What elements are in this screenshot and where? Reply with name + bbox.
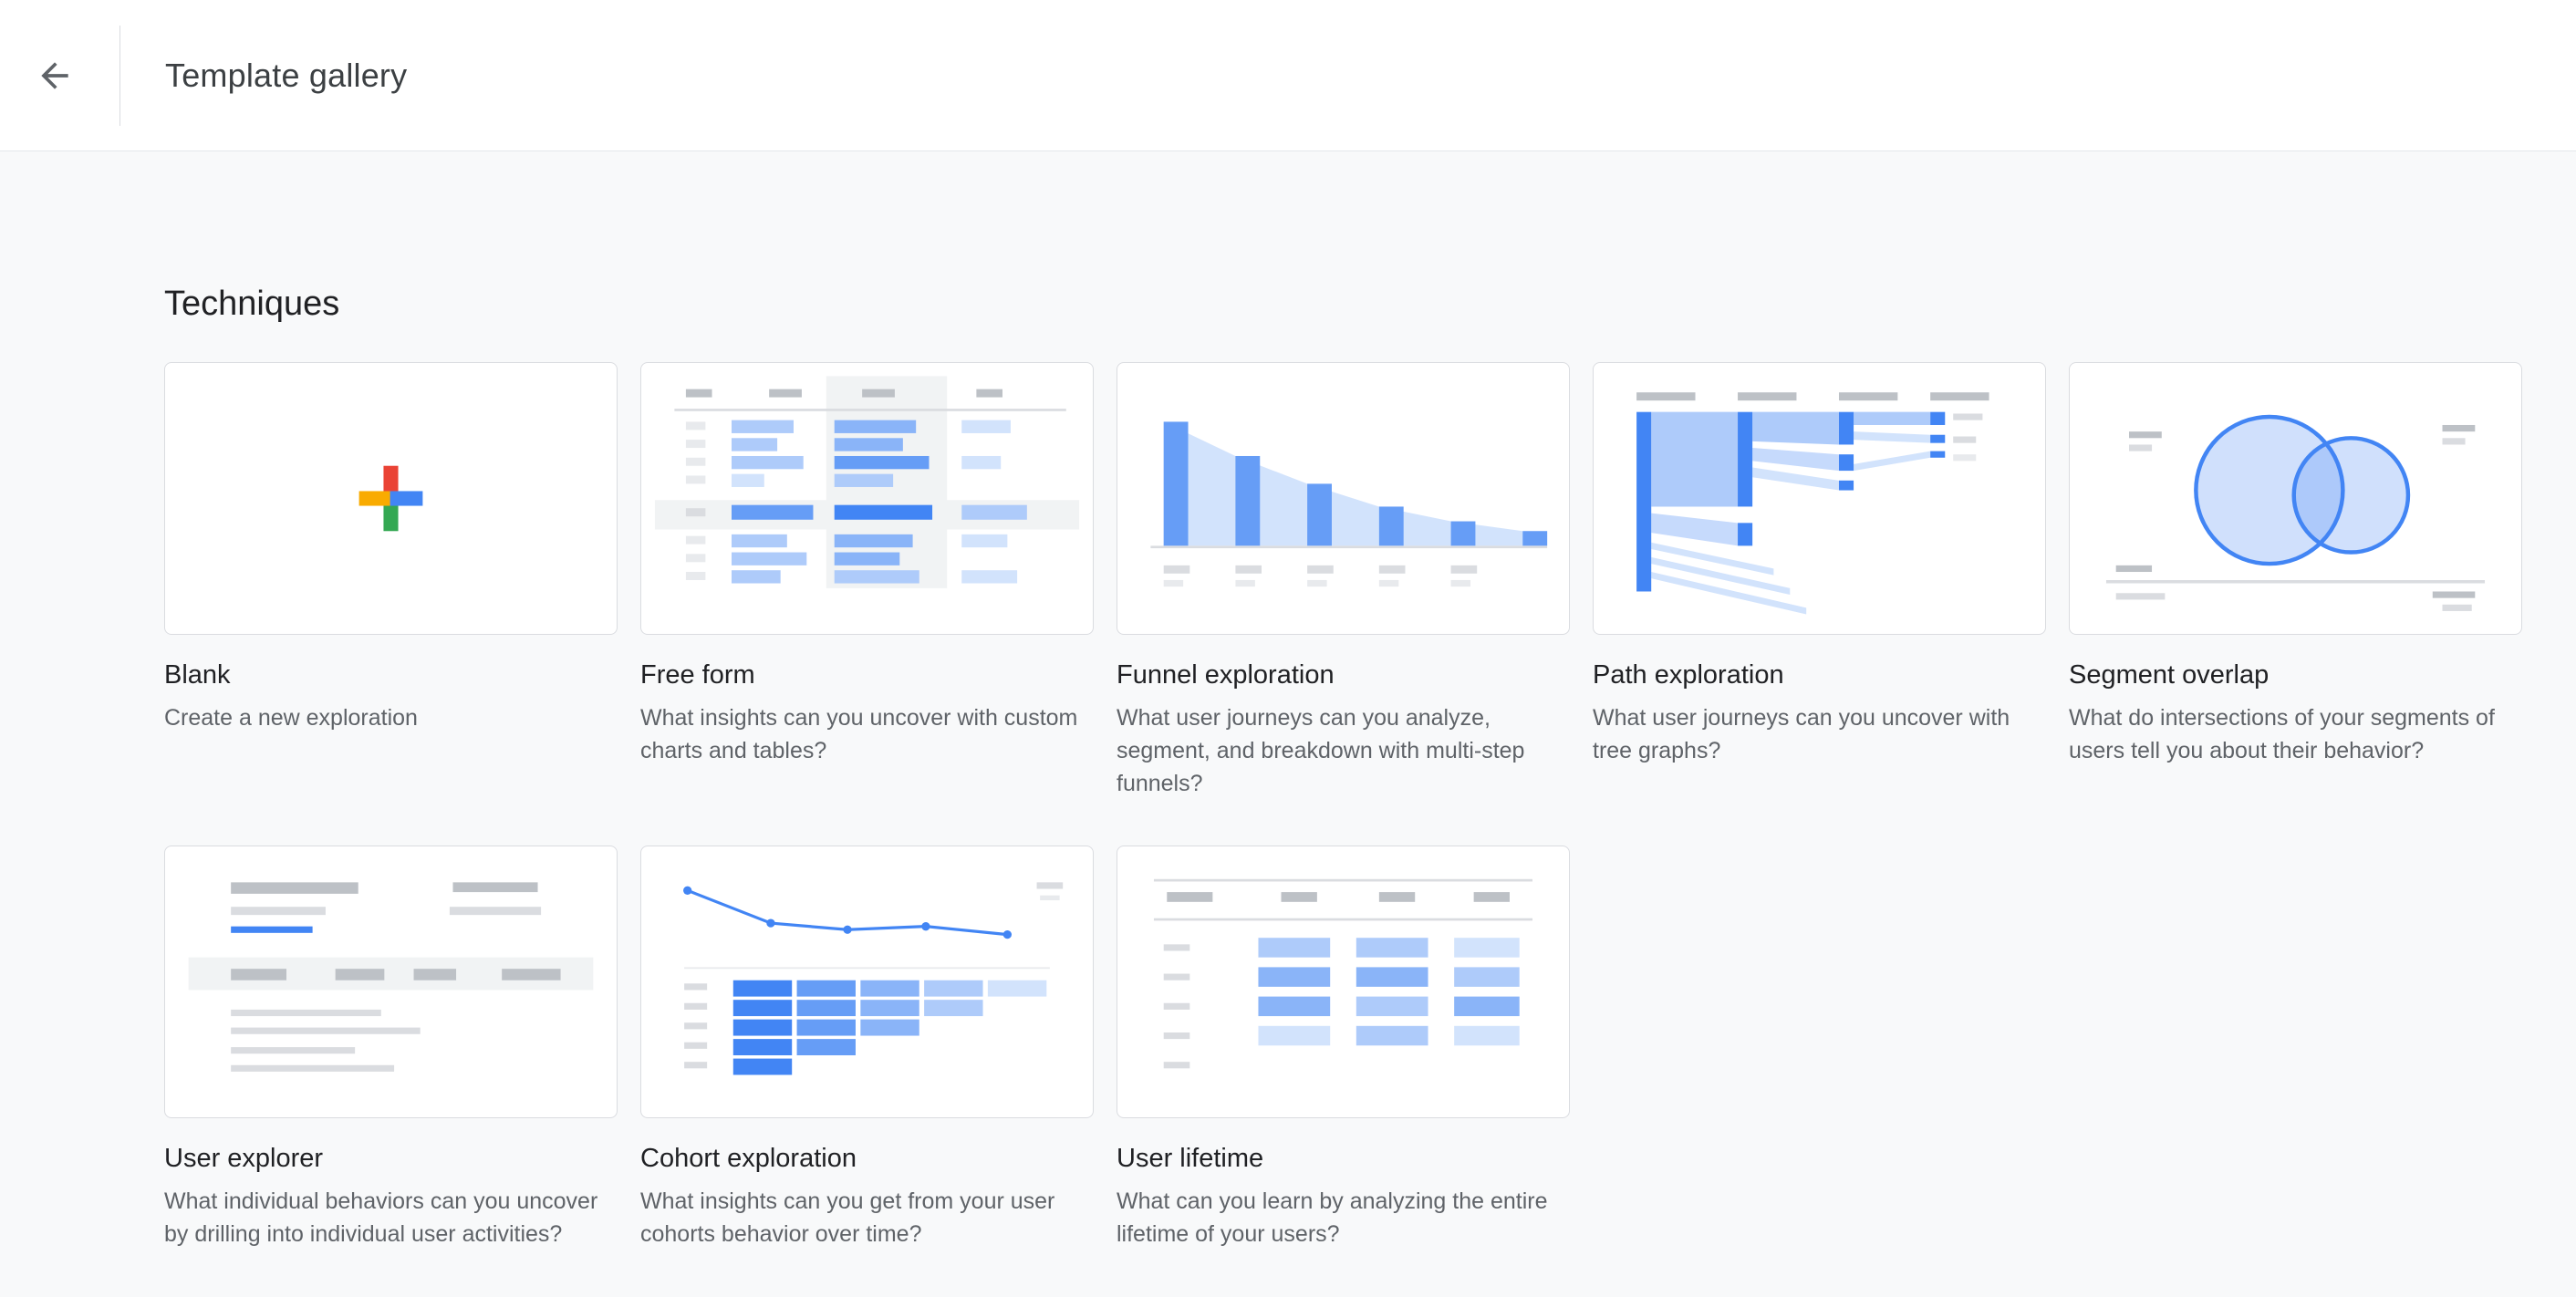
card-title: Free form: [640, 660, 755, 690]
card-title: User explorer: [164, 1144, 324, 1173]
template-card-path-exploration[interactable]: Path exploration What user journeys can …: [1593, 362, 2046, 800]
card-description: Create a new exploration: [164, 705, 418, 731]
card-description: What insights can you get from your user…: [640, 1188, 1055, 1247]
card-description: What user journeys can you analyze, segm…: [1117, 705, 1525, 796]
cohort-exploration-thumbnail: [640, 846, 1094, 1118]
card-title: Segment overlap: [2069, 660, 2270, 690]
sankey-chart-thumbnail: [1636, 392, 1989, 615]
page-title: Template gallery: [165, 56, 408, 94]
template-card-blank[interactable]: Blank Create a new exploration: [164, 362, 618, 800]
card-description: What can you learn by analyzing the enti…: [1117, 1188, 1548, 1247]
segment-overlap-thumbnail: [2069, 362, 2522, 635]
lifetime-table-thumbnail: [1153, 878, 1533, 1069]
card-title: Path exploration: [1593, 660, 1784, 690]
section-title-techniques: Techniques: [164, 285, 340, 323]
funnel-exploration-thumbnail: [1117, 362, 1570, 635]
header-divider: [119, 25, 120, 126]
back-button[interactable]: [0, 0, 109, 151]
template-card-free-form[interactable]: Free form What insights can you uncover …: [640, 362, 1094, 800]
template-card-user-explorer[interactable]: User explorer What individual behaviors …: [164, 846, 618, 1250]
template-card-cohort-exploration[interactable]: Cohort exploration What insights can you…: [640, 846, 1094, 1250]
card-description: What do intersections of your segments o…: [2069, 705, 2495, 763]
card-description: What individual behaviors can you uncove…: [164, 1188, 598, 1247]
app-header: Template gallery: [0, 0, 2576, 151]
venn-diagram-thumbnail: [2105, 414, 2486, 611]
user-explorer-thumbnail: [164, 846, 618, 1118]
user-list-thumbnail: [188, 882, 594, 1072]
user-lifetime-thumbnail: [1117, 846, 1570, 1118]
card-title: User lifetime: [1117, 1144, 1264, 1173]
arrow-left-icon: [41, 61, 68, 89]
template-card-user-lifetime[interactable]: User lifetime What can you learn by anal…: [1117, 846, 1570, 1250]
funnel-chart-thumbnail: [1150, 421, 1548, 587]
plus-icon: [358, 465, 423, 532]
card-title: Blank: [164, 660, 231, 690]
free-form-thumbnail: [640, 362, 1094, 635]
card-title: Cohort exploration: [640, 1144, 857, 1173]
template-card-segment-overlap[interactable]: Segment overlap What do intersections of…: [2069, 362, 2522, 800]
template-gallery-content: Techniques Blank Create a new exploratio…: [0, 285, 2576, 1250]
card-description: What user journeys can you uncover with …: [1593, 705, 2010, 763]
techniques-card-grid: Blank Create a new exploration: [164, 362, 2522, 1250]
card-description: What insights can you uncover with custo…: [640, 705, 1078, 763]
template-card-funnel-exploration[interactable]: Funnel exploration What user journeys ca…: [1117, 362, 1570, 800]
cohort-table-thumbnail: [683, 882, 1064, 1075]
card-title: Funnel exploration: [1117, 660, 1335, 690]
blank-thumbnail: [164, 362, 618, 635]
table-chart-thumbnail: [654, 376, 1080, 588]
path-exploration-thumbnail: [1593, 362, 2046, 635]
